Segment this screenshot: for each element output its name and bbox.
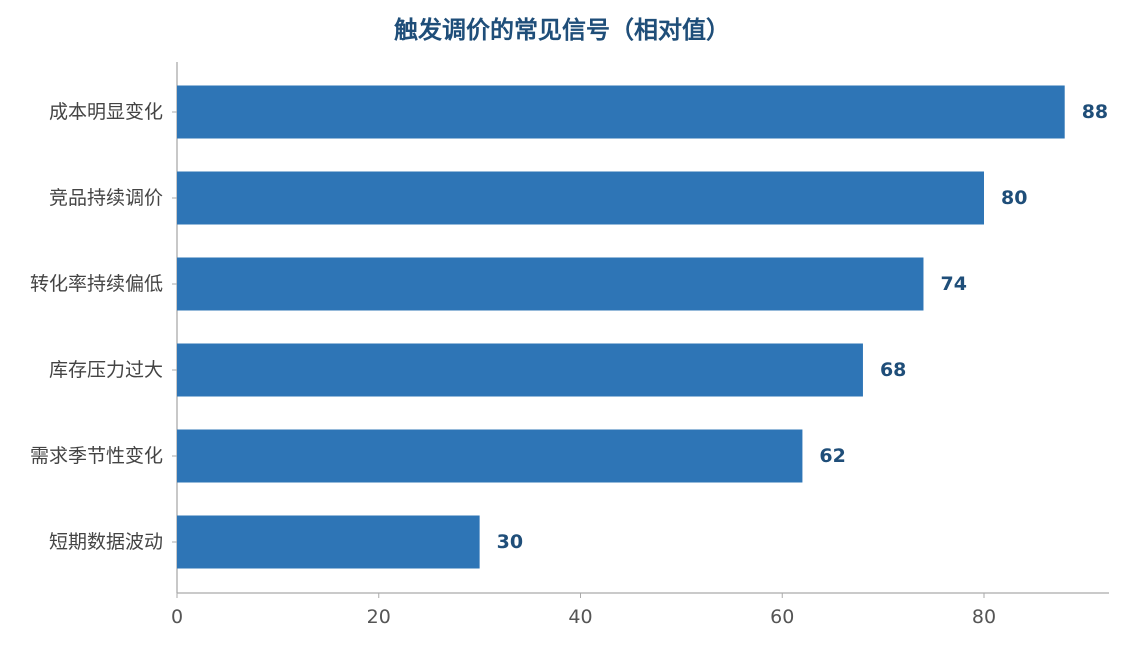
category-label: 转化率持续偏低: [30, 273, 163, 295]
bar-1: [177, 85, 1065, 139]
x-tick-label: 0: [171, 606, 183, 628]
bar-6: [177, 515, 480, 569]
value-label: 88: [1082, 101, 1108, 123]
x-tick-label: 20: [367, 606, 391, 628]
value-label: 80: [1001, 187, 1027, 209]
bar-2: [177, 171, 984, 225]
category-label: 短期数据波动: [49, 531, 163, 553]
bar-5: [177, 429, 803, 483]
value-label: 74: [940, 273, 966, 295]
x-tick-label: 60: [770, 606, 794, 628]
category-label: 竞品持续调价: [49, 187, 163, 209]
bar-3: [177, 257, 924, 311]
x-tick-label: 80: [972, 606, 996, 628]
x-ticks: 0 20 40 60 80: [171, 593, 996, 628]
chart-title: 触发调价的常见信号（相对值）: [394, 16, 730, 44]
category-label: 成本明显变化: [49, 101, 163, 123]
category-label: 需求季节性变化: [30, 445, 163, 467]
value-label: 30: [497, 531, 523, 553]
category-label: 库存压力过大: [49, 359, 163, 381]
value-label: 68: [880, 359, 906, 381]
bars-group: [177, 85, 1065, 569]
bar-4: [177, 343, 863, 397]
value-labels: 88 80 74 68 62 30: [497, 101, 1109, 553]
x-tick-label: 40: [568, 606, 592, 628]
value-label: 62: [819, 445, 845, 467]
